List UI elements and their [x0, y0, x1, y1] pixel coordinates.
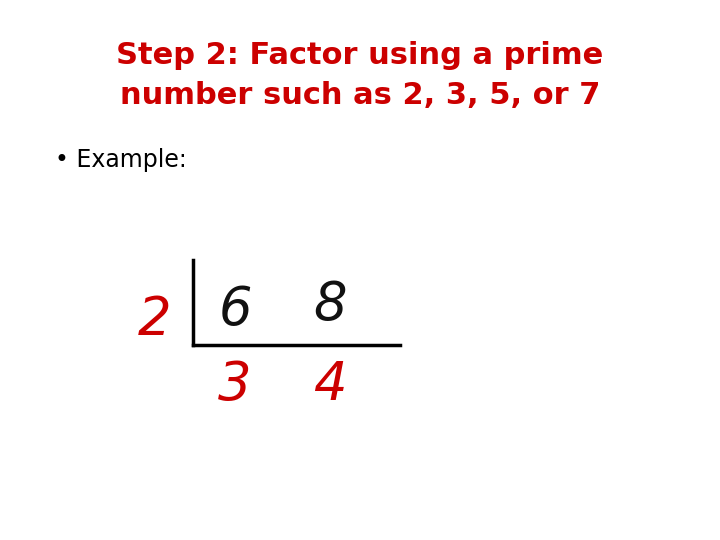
Text: • Example:: • Example: [55, 148, 186, 172]
Text: 3: 3 [218, 359, 252, 411]
Text: 6: 6 [218, 284, 252, 336]
Text: Step 2: Factor using a prime: Step 2: Factor using a prime [117, 40, 603, 70]
Text: 4: 4 [313, 359, 347, 411]
Text: number such as 2, 3, 5, or 7: number such as 2, 3, 5, or 7 [120, 80, 600, 110]
Text: 2: 2 [138, 294, 172, 346]
Text: 8: 8 [313, 279, 347, 331]
